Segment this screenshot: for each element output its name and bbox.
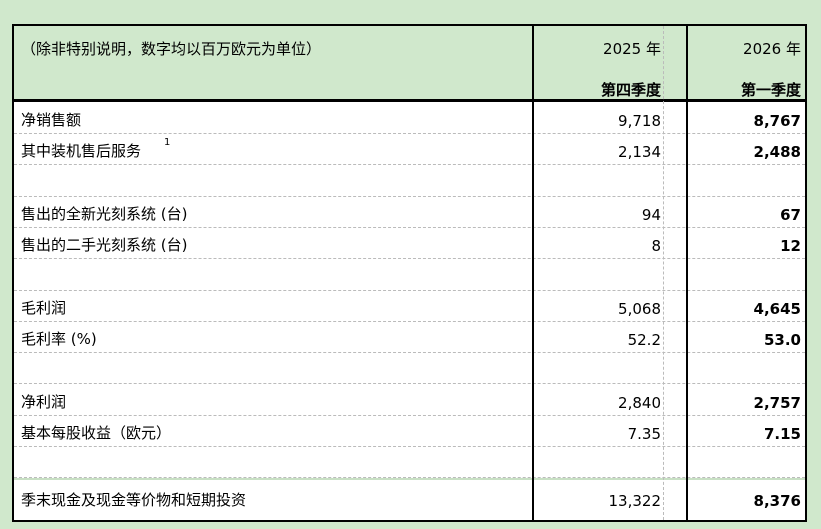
table-row: 净利润 2,840 2,757 — [14, 384, 805, 416]
row-label: 毛利率 (%) — [21, 330, 97, 349]
financial-summary-table: （除非特别说明，数字均以百万欧元为单位） 2025 年 第四季度 2026 年 … — [12, 24, 807, 522]
table-row: 售出的二手光刻系统 (台) 8 12 — [14, 227, 805, 260]
table-row: 季末现金及现金等价物和短期投资 13,322 8,376 — [14, 477, 805, 522]
table-row: 基本每股收益（欧元） 7.35 7.15 — [14, 415, 805, 447]
unit-note: （除非特别说明，数字均以百万欧元为单位） — [21, 40, 322, 58]
table-row: 毛利率 (%) 52.2 53.0 — [14, 321, 805, 354]
spacer-row — [14, 165, 805, 197]
value-2025-q4: 52.2 — [627, 331, 661, 350]
value-2026-q1: 8,376 — [753, 491, 801, 510]
spacer-row — [14, 352, 805, 385]
table-row: 毛利润 5,068 4,645 — [14, 290, 805, 322]
value-2026-q1: 4,645 — [753, 299, 801, 318]
table-row: 净销售额 9,718 8,767 — [14, 102, 805, 134]
value-2025-q4: 5,068 — [618, 299, 661, 318]
row-label: 毛利润 — [21, 298, 67, 317]
value-2025-q4: 2,840 — [618, 393, 661, 412]
column-divider — [532, 26, 534, 520]
value-2025-q4: 8 — [651, 237, 661, 256]
footnote-marker: 1 — [164, 137, 171, 149]
row-label: 售出的二手光刻系统 (台) — [21, 236, 188, 255]
column-divider — [686, 26, 688, 520]
value-2026-q1: 2,757 — [753, 393, 801, 412]
value-2026-q1: 67 — [780, 205, 801, 224]
col1-quarter: 第四季度 — [600, 81, 661, 99]
value-2025-q4: 2,134 — [618, 143, 661, 162]
col1-year: 2025 年 — [603, 40, 661, 58]
col2-year: 2026 年 — [743, 40, 801, 58]
value-2025-q4: 7.35 — [627, 425, 661, 443]
spacer-row — [14, 259, 805, 291]
value-2026-q1: 12 — [780, 237, 801, 256]
table-header: （除非特别说明，数字均以百万欧元为单位） 2025 年 第四季度 2026 年 … — [14, 26, 805, 102]
row-label: 净销售额 — [21, 111, 82, 129]
value-2025-q4: 13,322 — [608, 491, 662, 510]
column-divider-dashed — [663, 26, 664, 520]
value-2026-q1: 2,488 — [753, 143, 801, 162]
row-label: 基本每股收益（欧元） — [21, 424, 172, 442]
value-2025-q4: 9,718 — [618, 112, 661, 130]
value-2026-q1: 8,767 — [753, 112, 801, 130]
table-row: 售出的全新光刻系统 (台) 94 67 — [14, 196, 805, 228]
row-label: 售出的全新光刻系统 (台) — [21, 204, 188, 223]
value-2025-q4: 94 — [641, 205, 661, 224]
col2-quarter: 第一季度 — [740, 81, 801, 99]
row-label: 季末现金及现金等价物和短期投资 — [21, 490, 247, 509]
row-label: 其中装机售后服务 — [21, 142, 142, 161]
value-2026-q1: 7.15 — [763, 425, 801, 443]
value-2026-q1: 53.0 — [763, 331, 801, 350]
row-label: 净利润 — [21, 392, 67, 411]
table-row: 其中装机售后服务 1 2,134 2,488 — [14, 133, 805, 166]
